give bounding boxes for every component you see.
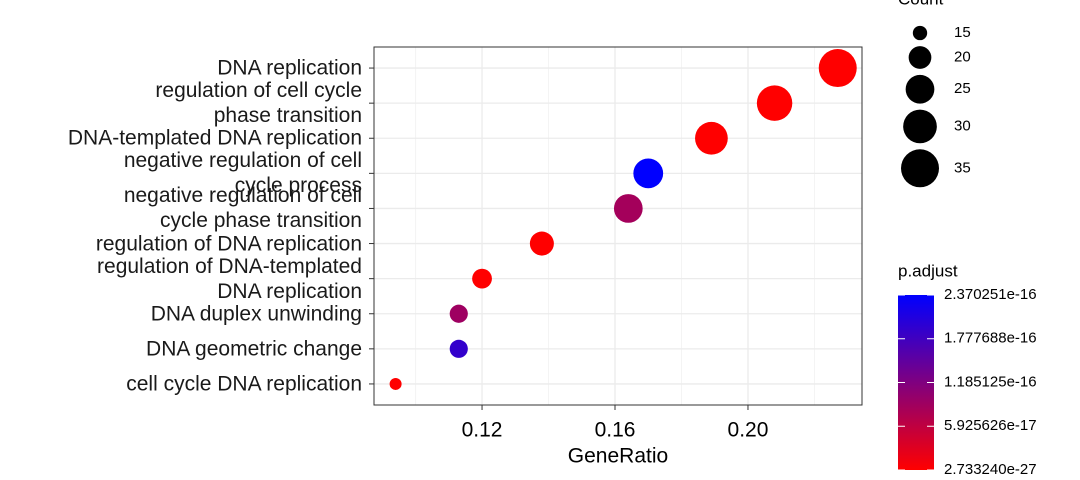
size-key xyxy=(903,109,937,144)
dot xyxy=(756,85,793,121)
dot xyxy=(472,268,492,289)
size-key-label: 35 xyxy=(954,159,971,176)
color-legend-title: p.adjust xyxy=(898,261,958,280)
y-tick-label: regulation of cell cycle phase transitio… xyxy=(155,79,362,128)
y-tick-label: DNA replication xyxy=(217,56,362,80)
size-key xyxy=(901,149,939,188)
size-legend-title: Count xyxy=(898,0,944,8)
size-key xyxy=(912,25,928,41)
colorbar-label: 5.925626e-17 xyxy=(944,417,1037,434)
y-tick-label: negative regulation of cell cycle phase … xyxy=(123,184,362,233)
dot xyxy=(389,377,402,390)
y-tick-label: DNA geometric change xyxy=(146,337,362,361)
colorbar-label: 1.777688e-16 xyxy=(944,330,1037,347)
size-key-label: 20 xyxy=(954,48,971,65)
y-tick-label: DNA duplex unwinding xyxy=(150,302,362,326)
y-tick-label: negative regulation of cell cycle proces… xyxy=(123,149,362,198)
colorbar-label: 1.185125e-16 xyxy=(944,373,1037,390)
y-tick-label: regulation of DNA replication xyxy=(95,232,362,256)
y-tick-label: cell cycle DNA replication xyxy=(126,372,362,396)
y-tick-label: DNA-templated DNA replication xyxy=(67,126,362,150)
dot xyxy=(818,49,857,88)
x-tick-label: 0.16 xyxy=(595,419,636,442)
dot xyxy=(613,194,643,223)
panel-border xyxy=(373,46,863,406)
size-key xyxy=(905,74,935,104)
x-tick-label: 0.20 xyxy=(728,419,769,442)
dot xyxy=(633,158,664,189)
colorbar-label: 2.733240e-27 xyxy=(944,461,1037,478)
x-tick-label: 0.12 xyxy=(462,419,503,442)
colorbar-label: 2.370251e-16 xyxy=(944,286,1037,303)
y-tick-label: regulation of DNA-templated DNA replicat… xyxy=(97,254,362,303)
size-key-label: 15 xyxy=(954,24,971,41)
dot xyxy=(449,304,468,323)
size-key xyxy=(908,46,932,69)
size-key-label: 30 xyxy=(954,117,971,134)
dot xyxy=(529,231,554,256)
dot xyxy=(449,339,468,358)
x-axis-title: GeneRatio xyxy=(568,445,668,468)
size-key-label: 25 xyxy=(954,80,971,97)
dot xyxy=(695,121,728,155)
